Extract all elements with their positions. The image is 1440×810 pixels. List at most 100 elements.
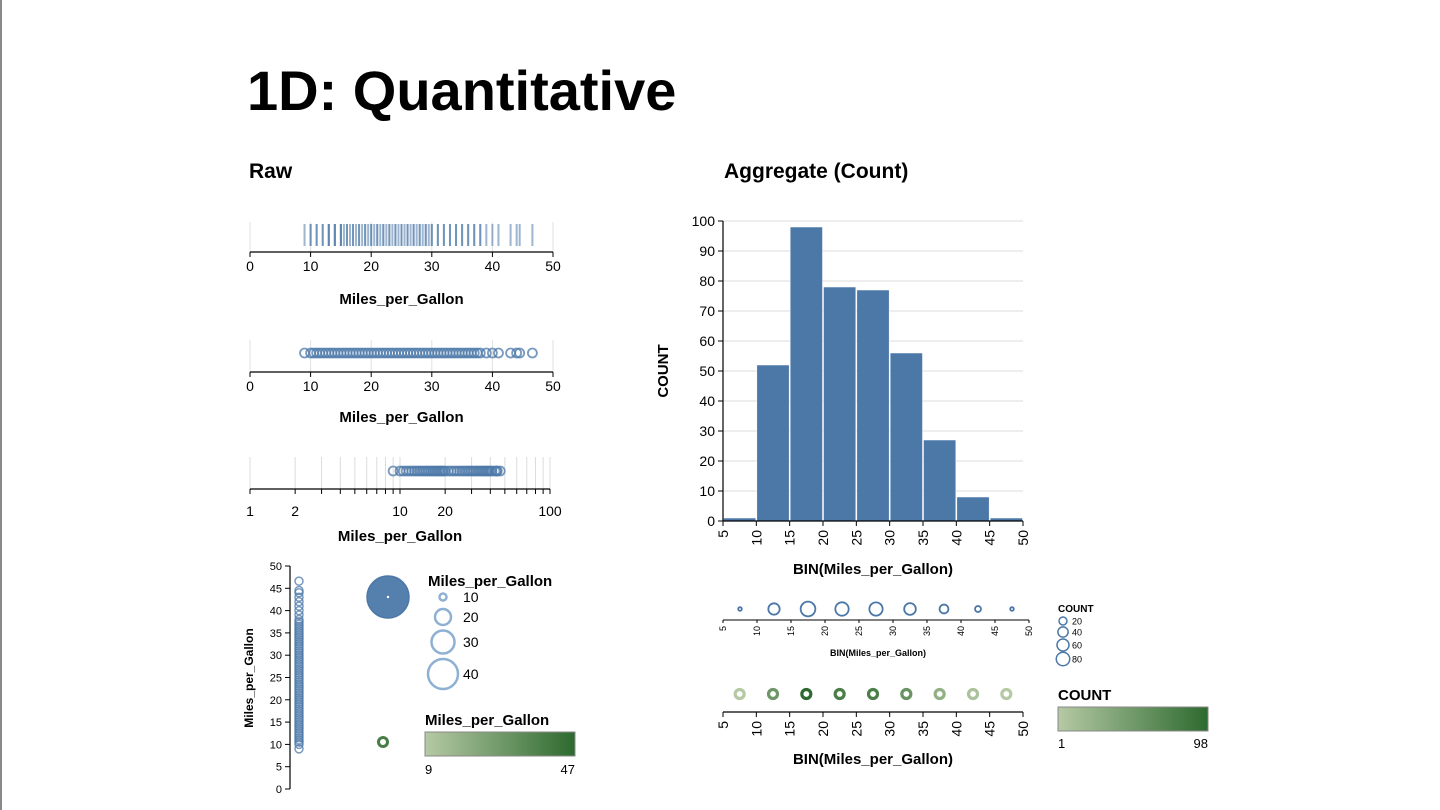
tick-strip-x-tick-label: 0 [246,258,254,274]
size-binned-legend-symbol [1056,638,1070,652]
circle-strip-point [511,347,523,359]
tick-strip-x-axis-label: Miles_per_Gallon [339,291,463,308]
vertical-strip-point [294,576,304,586]
log-strip-x-axis-label: Miles_per_Gallon [338,528,462,545]
histogram-x-tick-label: 45 [982,530,998,546]
tick-strip-x-tick-label: 20 [363,258,379,274]
size-binned-x-tick-label: 15 [786,626,796,636]
circle-strip-x-tick-label: 20 [363,378,379,394]
size-legend-symbol [438,592,448,602]
histogram-x-tick-label: 50 [1015,530,1031,546]
slide-frame-edge [0,0,2,810]
size-binned-point [903,602,917,616]
histogram-y-tick-label: 100 [692,213,716,229]
size-binned-point [799,600,817,618]
color-binned-point [766,687,780,701]
color-legend-gradient-bar [424,731,576,757]
histogram-bar [956,496,990,522]
histogram-bar [823,286,857,522]
size-binned-x-tick-label: 30 [888,626,898,636]
histogram-x-tick-label: 35 [915,530,931,546]
color-binned-x-tick-label: 35 [915,721,931,737]
vertical-strip-point [294,614,304,625]
vertical-strip-y-tick-label: 50 [270,561,282,573]
slide-title: 1D: Quantitative [247,59,677,122]
size-binned-legend-title: COUNT [1058,604,1094,615]
histogram-x-tick-label: 40 [948,530,964,546]
size-binned-point [938,603,950,615]
size-binned-legend-symbol [1058,616,1068,626]
color-binned-point [900,687,913,701]
color-binned-point [966,687,980,701]
size-binned-legend-label: 80 [1072,655,1082,665]
histogram-y-tick-label: 40 [699,393,715,409]
tick-strip-x-tick-label: 50 [545,258,561,274]
size-binned-legend-label: 60 [1072,641,1082,651]
color-binned-x-tick-label: 25 [848,721,864,737]
color-binned-x-tick-label: 30 [882,721,898,737]
size-legend-symbol [433,607,453,627]
size-binned-x-tick-label: 10 [752,626,762,636]
log-strip-point [494,465,506,477]
tick-strip-x-tick-label: 30 [424,258,440,274]
log-strip-point [387,465,399,477]
vertical-strip-y-tick-label: 15 [270,717,282,729]
histogram-bar [889,352,923,522]
vertical-strip-y-tick-label: 10 [270,739,282,751]
color-binned-x-axis-label: BIN(Miles_per_Gallon) [793,751,953,768]
vertical-strip-y-tick-label: 30 [270,650,282,662]
size-binned-legend-label: 20 [1072,617,1082,627]
color-binned-legend-max-label: 98 [1194,736,1208,751]
circle-strip-x-tick-label: 40 [485,378,501,394]
circle-strip-x-axis-label: Miles_per_Gallon [339,409,463,426]
log-strip-x-tick-label: 1 [246,503,254,519]
histogram-x-tick-label: 10 [748,530,764,546]
histogram-bar [789,226,823,522]
size-binned-legend-symbol [1055,651,1071,667]
vertical-strip-point [294,610,304,620]
vertical-strip-y-tick-label: 35 [270,628,282,640]
circle-strip-point [474,347,486,359]
histogram-y-tick-label: 30 [699,423,715,439]
histogram-x-tick-label: 25 [848,530,864,546]
circle-strip-point [493,347,504,359]
vertical-strip-point [294,592,304,602]
vertical-strip-y-tick-label: 20 [270,695,282,707]
circle-strip-point [514,347,526,359]
vertical-strip-point [294,585,304,596]
histogram-x-tick-label: 30 [882,530,898,546]
histogram-y-axis-label: COUNT [655,344,672,397]
histogram-x-tick-label: 15 [782,530,798,546]
vertical-strip-point [294,605,304,616]
color-legend-min-label: 9 [425,762,432,777]
log-strip-x-tick-label: 10 [392,503,408,519]
color-binned-legend-gradient-bar [1057,706,1209,732]
color-binned-point [1000,687,1013,701]
circle-strip-x-tick-label: 10 [303,378,319,394]
overlapping-size-circle-center [386,595,390,599]
size-binned-x-axis-label: BIN(Miles_per_Gallon) [830,648,926,658]
log-strip-x-tick-label: 20 [437,503,453,519]
size-legend-symbol [426,657,460,691]
histogram-bar [756,364,790,522]
histogram-y-tick-label: 60 [699,333,715,349]
vertical-strip-y-tick-label: 45 [270,583,282,595]
color-binned-point [866,687,880,701]
circle-strip-x-tick-label: 0 [246,378,254,394]
size-binned-x-tick-label: 25 [854,626,864,636]
size-binned-legend-label: 40 [1072,628,1082,638]
size-binned-point [834,601,850,617]
size-binned-legend-symbol [1057,626,1069,638]
size-legend-label: 30 [463,634,479,650]
overlapping-color-circle [377,736,389,748]
color-binned-point [733,687,746,701]
size-legend-symbol [430,629,456,655]
color-binned-x-tick-label: 45 [982,721,998,737]
histogram-x-axis-label: BIN(Miles_per_Gallon) [793,561,953,578]
size-binned-point [974,605,982,613]
histogram-bar [923,439,957,522]
size-binned-x-tick-label: 5 [718,626,728,631]
vertical-strip-y-tick-label: 40 [270,606,282,618]
color-binned-x-tick-label: 50 [1015,721,1031,737]
